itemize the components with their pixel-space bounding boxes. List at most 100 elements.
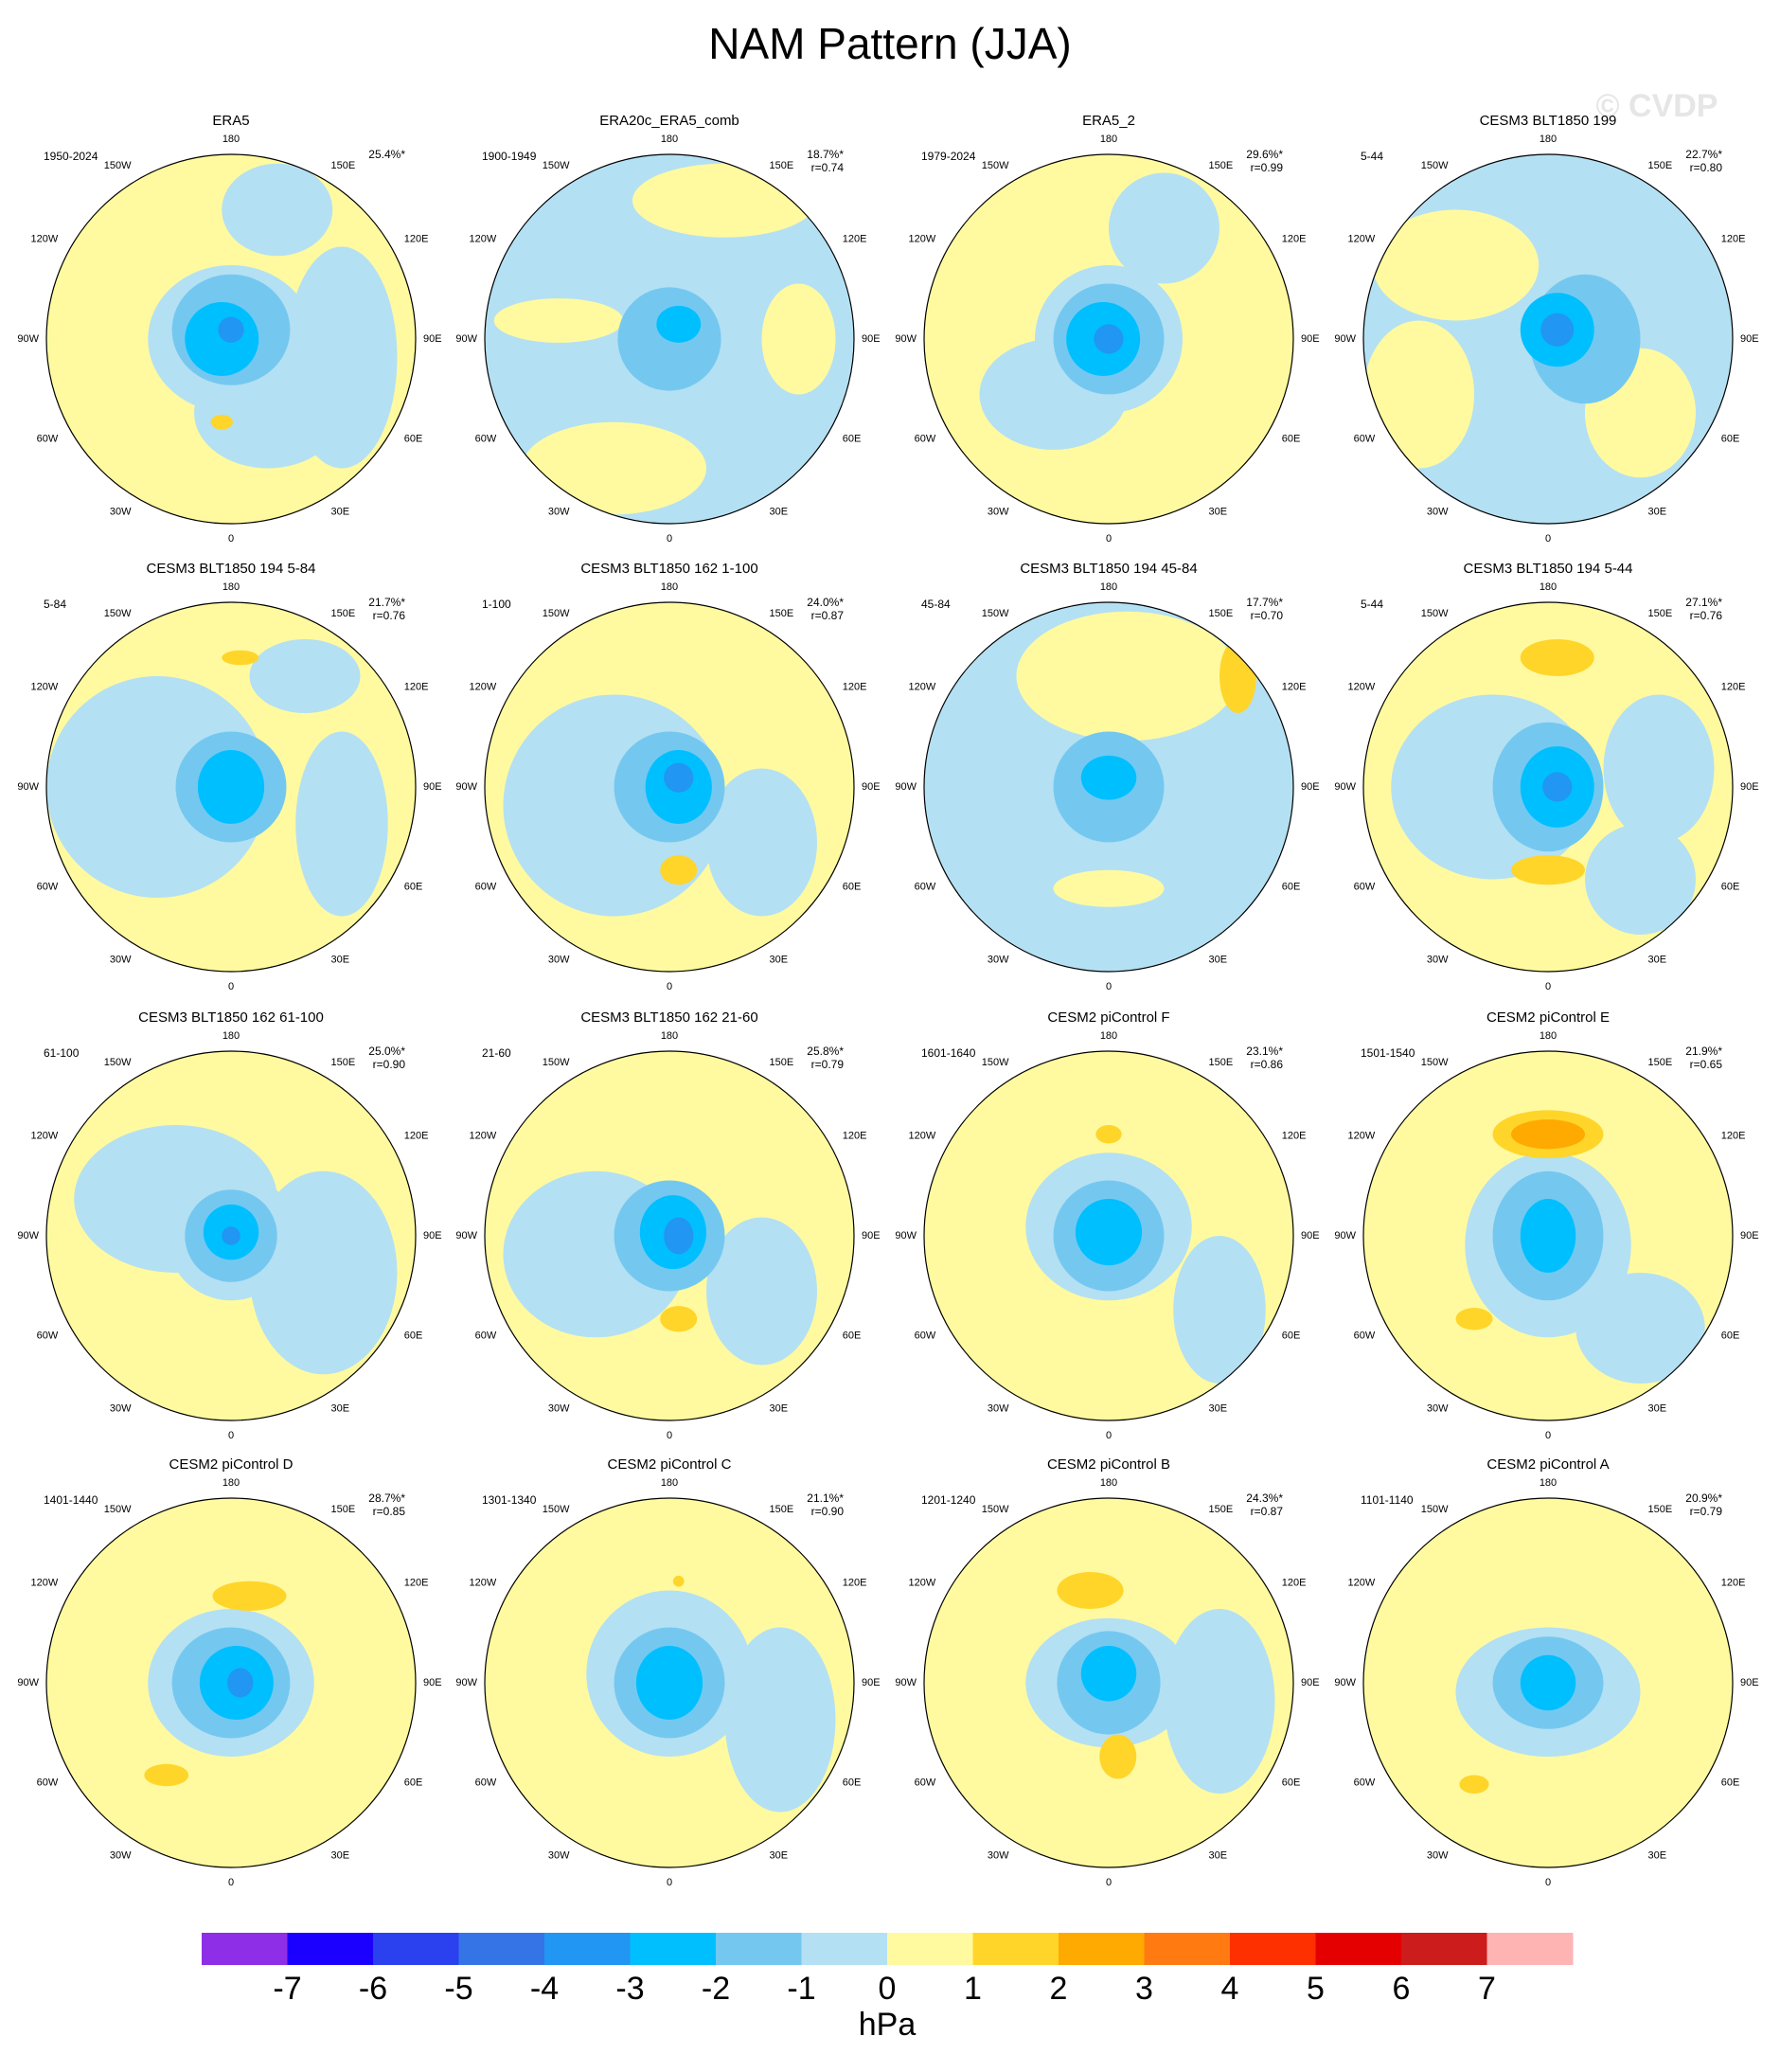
lon-label: 150E (770, 1057, 794, 1068)
variance-pct: 18.7%* (807, 148, 844, 161)
lon-label: 90E (1301, 781, 1320, 793)
lon-label: 90W (1334, 1230, 1356, 1241)
colorbar-tick-label: -5 (444, 1971, 472, 2007)
colorbar-tick-label: -1 (787, 1971, 815, 2007)
lon-label: 60E (843, 1777, 862, 1788)
pattern-corr: r=0.90 (811, 1505, 845, 1518)
map-panel: CESM3 BLT1850 194 5-84 5-84 21.7%*r=0.76 18… (17, 561, 441, 992)
colorbar-box (630, 1933, 717, 1965)
lon-label: 0 (228, 533, 234, 545)
period: 1401-1440 (44, 1493, 98, 1507)
map-panel: CESM2 piControl E 1501-1540 21.9%*r=0.65 18… (1334, 1009, 1758, 1441)
colorbar-tick-label: 0 (879, 1971, 897, 2007)
lon-label: 60E (404, 1330, 423, 1341)
lon-label: 180 (1100, 1477, 1117, 1489)
lon-label: 30W (1427, 1403, 1449, 1415)
lon-label: 150E (331, 160, 356, 171)
lon-label: 60E (404, 433, 423, 444)
lon-label: 120W (1348, 1577, 1376, 1588)
lon-label: 90E (862, 333, 881, 345)
pattern-corr: r=0.86 (1251, 1058, 1284, 1071)
field (924, 602, 1293, 972)
lon-label: 150E (1209, 608, 1234, 619)
panel-title: CESM3 BLT1850 162 1-100 (580, 561, 757, 577)
pattern-corr: r=0.87 (811, 609, 845, 622)
pattern-corr: r=0.85 (373, 1505, 406, 1518)
lon-label: 0 (667, 981, 672, 992)
lon-label: 30E (331, 1403, 350, 1415)
lon-label: 90W (455, 1677, 477, 1688)
lon-label: 30W (548, 955, 570, 966)
lon-label: 120E (843, 1577, 867, 1588)
lon-label: 0 (667, 533, 672, 545)
lon-label: 90W (455, 1230, 477, 1241)
map-panel: CESM3 BLT1850 162 21-60 21-60 25.8%*r=0.79… (455, 1009, 880, 1441)
lon-label: 180 (222, 134, 240, 145)
lon-label: 150W (1421, 160, 1449, 171)
map-outline (484, 601, 855, 973)
period: 1979-2024 (921, 150, 976, 163)
lon-label: 30W (110, 1403, 132, 1415)
lon-label: 60W (1354, 881, 1376, 892)
panel-title: CESM2 piControl B (1047, 1456, 1170, 1473)
lon-label: 60W (37, 1330, 59, 1341)
field-contour (1057, 1572, 1124, 1609)
variance-pct: 21.1%* (807, 1491, 844, 1505)
map-panel: CESM2 piControl D 1401-1440 28.7%*r=0.85 18… (17, 1456, 441, 1888)
lon-label: 120W (1348, 681, 1376, 692)
lon-label: 90E (423, 1230, 442, 1241)
panel-title: CESM3 BLT1850 199 (1480, 113, 1617, 129)
lon-label: 90W (895, 1677, 917, 1688)
field-contour (1016, 611, 1238, 741)
lon-label: 120W (470, 1130, 497, 1141)
lon-label: 60W (475, 433, 497, 444)
lon-label: 150E (770, 1504, 794, 1515)
lon-label: 60E (1282, 881, 1301, 892)
lon-label: 150E (1209, 1504, 1234, 1515)
lon-label: 120W (909, 1577, 936, 1588)
lon-label: 90W (17, 781, 39, 793)
field-contour (1603, 694, 1715, 843)
lon-label: 60E (1282, 1330, 1301, 1341)
field (1363, 154, 1733, 524)
map-outline (1362, 601, 1734, 973)
lon-label: 90E (1740, 1230, 1759, 1241)
field-contour (222, 1226, 240, 1245)
map-panel: CESM2 piControl B 1201-1240 24.3%*r=0.87 18… (895, 1456, 1319, 1888)
lon-label: 120E (1282, 1577, 1307, 1588)
colorbar-box (801, 1933, 888, 1965)
variance-pct: 21.9%* (1685, 1045, 1722, 1058)
colorbar-tick-label: -7 (273, 1971, 301, 2007)
field (485, 1498, 854, 1867)
lon-label: 180 (222, 1477, 240, 1489)
field-contour (656, 305, 702, 343)
colorbar-box (1230, 1933, 1316, 1965)
lon-label: 30E (770, 1850, 789, 1862)
field-contour (1455, 1308, 1493, 1331)
lon-label: 90E (862, 1230, 881, 1241)
lon-label: 180 (1100, 134, 1117, 145)
period: 1601-1640 (921, 1046, 976, 1060)
map-outline (923, 1050, 1294, 1421)
lon-label: 150W (104, 160, 132, 171)
lon-label: 30W (110, 507, 132, 518)
lon-label: 60W (37, 881, 59, 892)
period: 1101-1140 (1361, 1493, 1414, 1507)
map-panel: CESM2 piControl C 1301-1340 21.1%*r=0.90 18… (455, 1456, 880, 1888)
panel-title: CESM2 piControl D (169, 1456, 294, 1473)
field-contour (185, 302, 259, 376)
colorbar-tick-label: 6 (1393, 1971, 1411, 2007)
map-panel: CESM3 BLT1850 162 1-100 1-100 24.0%*r=0.87… (455, 561, 880, 992)
field-contour (706, 768, 817, 917)
panel-title: CESM2 piControl C (608, 1456, 732, 1473)
lon-label: 60E (1721, 1777, 1740, 1788)
field-contour (1540, 313, 1575, 347)
lon-label: 60W (37, 1777, 59, 1788)
colorbar-box (458, 1933, 545, 1965)
lon-label: 60E (404, 1777, 423, 1788)
colorbar-label: hPa (859, 2007, 917, 2043)
lon-label: 60E (404, 881, 423, 892)
period: 5-44 (1361, 150, 1383, 163)
lon-label: 150W (982, 160, 1009, 171)
lon-label: 120W (31, 1130, 59, 1141)
